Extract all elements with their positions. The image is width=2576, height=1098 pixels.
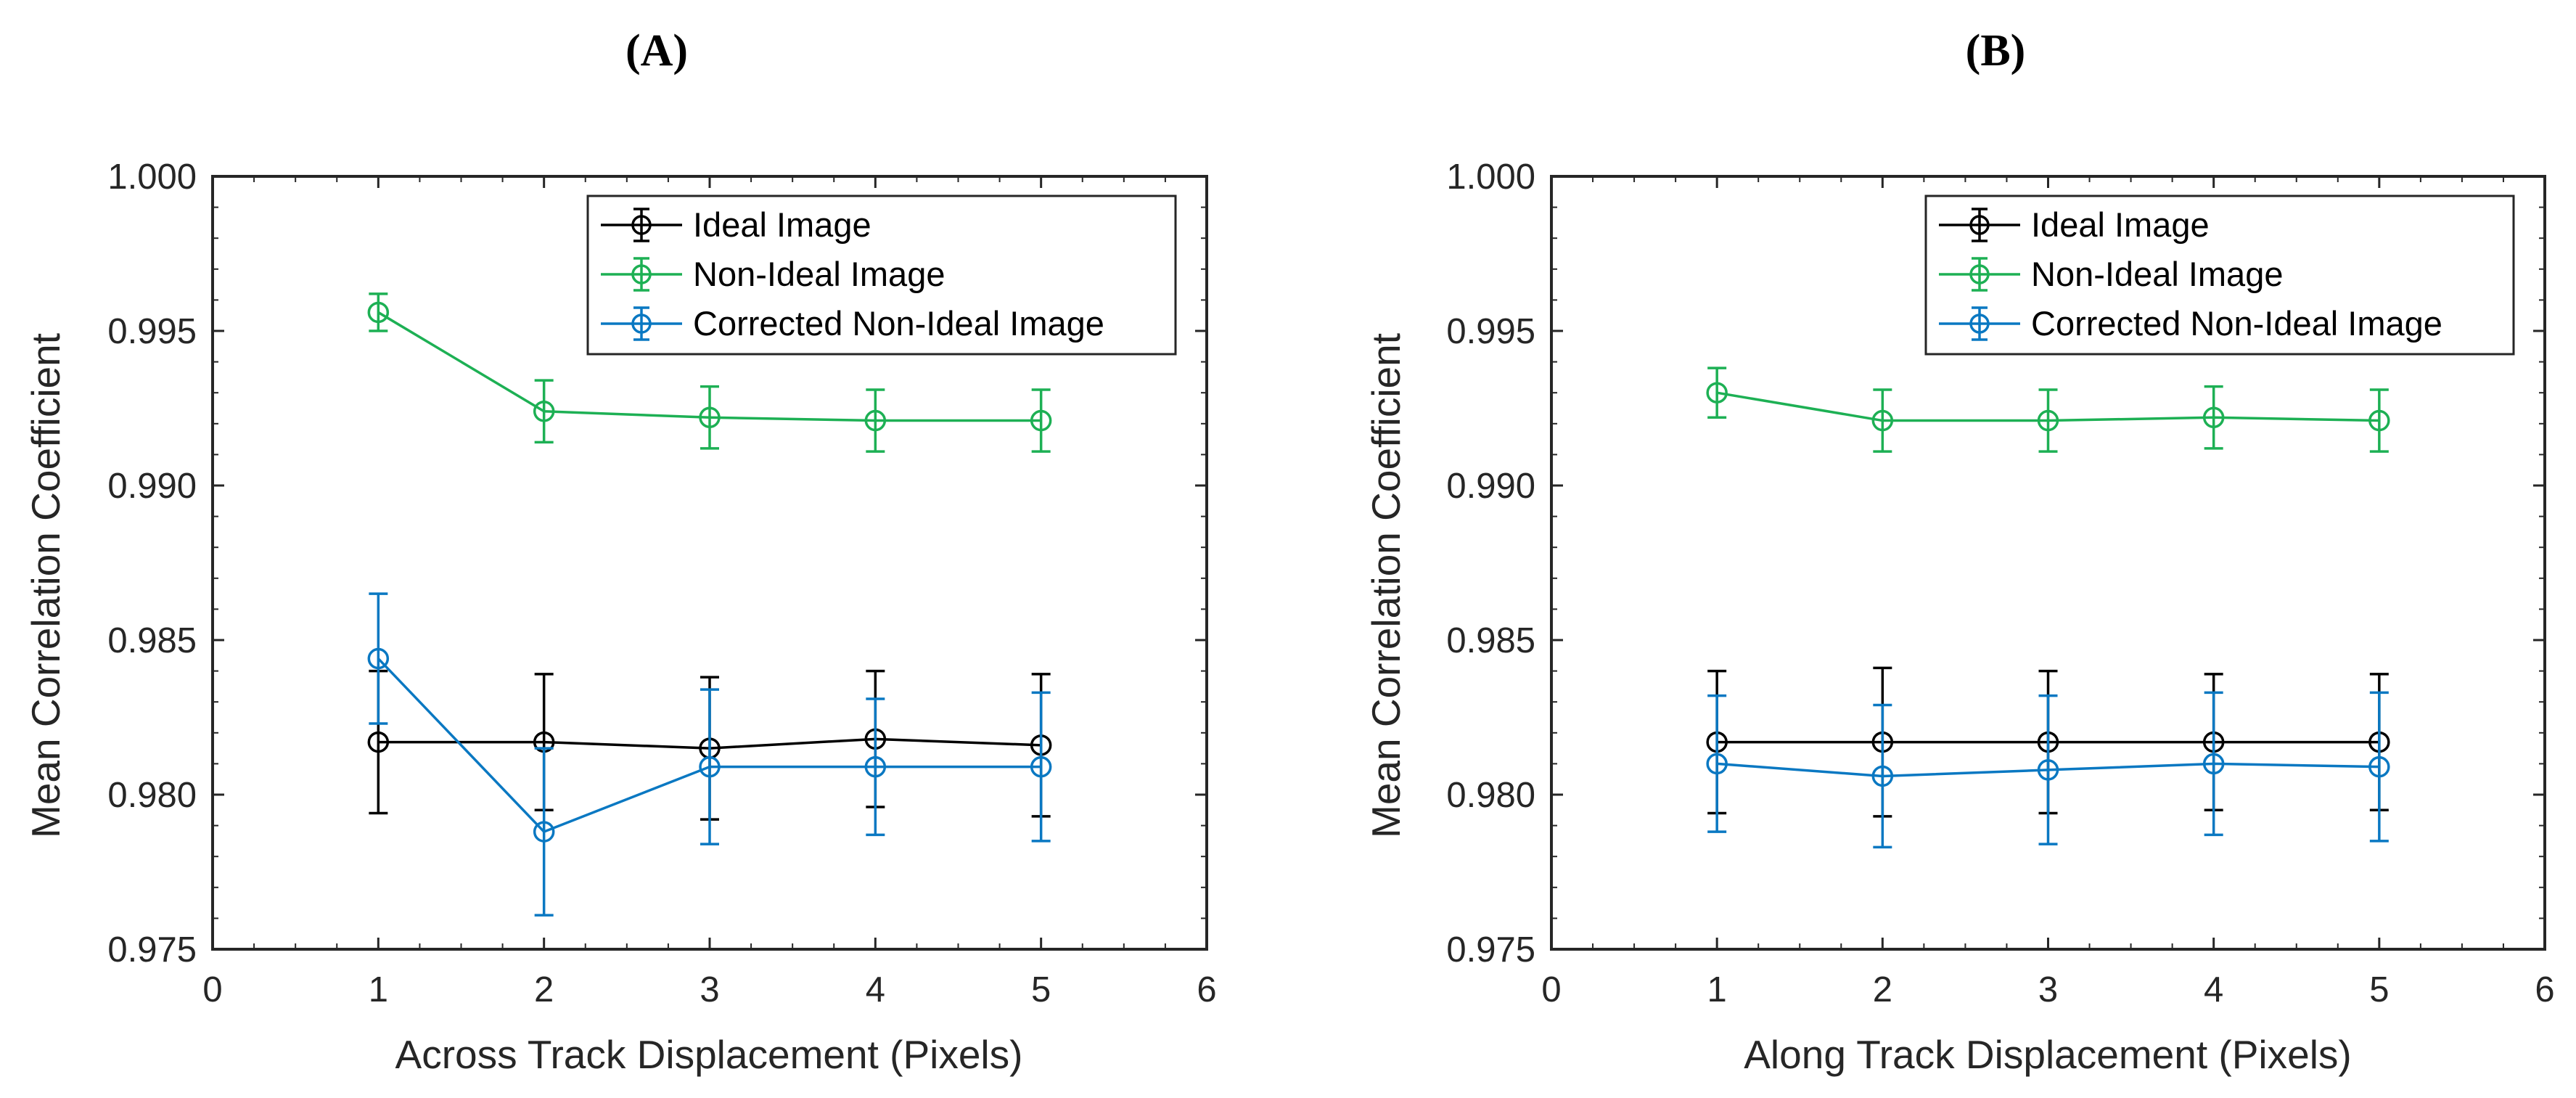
legend-marker <box>631 215 652 235</box>
x-tick-label-b: 4 <box>2204 970 2223 1009</box>
data-point <box>1030 409 1052 432</box>
y-tick-label-b: 1.000 <box>1446 157 1535 197</box>
x-tick-label-b: 2 <box>1873 970 1892 1009</box>
legend-b: Ideal Image Non-Ideal Image Corrected Non-… <box>1924 194 2515 356</box>
legend-item: Ideal Image <box>601 205 871 244</box>
legend-marker <box>1969 215 1990 235</box>
data-point <box>699 406 721 429</box>
x-tick-label-b: 0 <box>1541 970 1561 1009</box>
legend-marker <box>1969 264 1990 284</box>
y-tick-label-a: 0.975 <box>107 930 197 970</box>
x-tick-label-b: 1 <box>1707 970 1727 1009</box>
legend-label: Non-Ideal Image <box>2031 255 2283 293</box>
legend-marker <box>631 314 652 334</box>
y-tick-label-b: 0.980 <box>1446 776 1535 815</box>
y-tick-label-b: 0.975 <box>1446 930 1535 970</box>
data-point <box>2037 409 2059 432</box>
data-point <box>864 409 887 432</box>
legend-label: Corrected Non-Ideal Image <box>693 304 1104 343</box>
data-point <box>2202 753 2225 775</box>
legend-label: Ideal Image <box>693 205 871 244</box>
series-b-2 <box>1706 691 2390 849</box>
data-point <box>367 647 390 670</box>
x-tick-label-b: 5 <box>2369 970 2389 1009</box>
legend-box <box>586 194 1177 356</box>
legend-item: Ideal Image <box>1939 205 2210 244</box>
series-line <box>1716 391 2379 422</box>
y-tick-label-b: 0.990 <box>1446 467 1535 506</box>
legend-item: Corrected Non-Ideal Image <box>601 304 1104 343</box>
data-point <box>533 401 555 422</box>
legend-marker <box>1969 314 1990 334</box>
panel-title-a: (A) <box>625 26 688 75</box>
data-point <box>699 755 721 778</box>
data-point <box>367 731 390 753</box>
data-point <box>1030 755 1052 778</box>
x-tick-label-b: 6 <box>2535 970 2554 1009</box>
legend-item: Non-Ideal Image <box>601 255 945 293</box>
series-line <box>377 311 1041 422</box>
data-point <box>2368 409 2390 432</box>
x-axis-label-a: Across Track Displacement (Pixels) <box>395 1032 1023 1077</box>
x-tick-label-b: 3 <box>2038 970 2058 1009</box>
series-line <box>377 657 1041 834</box>
y-tick-label-a: 0.980 <box>107 776 197 815</box>
legend-item: Non-Ideal Image <box>1939 255 2283 293</box>
panel-b: (B) Along Track Displacement (Pixels) Me… <box>1363 26 2555 1077</box>
x-tick-label-a: 2 <box>534 970 554 1009</box>
x-tick-label-a: 4 <box>866 970 885 1009</box>
x-tick-label-a: 1 <box>369 970 388 1009</box>
y-tick-label-a: 0.985 <box>107 621 197 660</box>
data-point <box>1871 765 1894 787</box>
legend-label: Corrected Non-Ideal Image <box>2031 304 2442 343</box>
legend-label: Non-Ideal Image <box>693 255 945 293</box>
legend-box <box>1924 194 2515 356</box>
x-tick-label-a: 6 <box>1197 970 1216 1009</box>
series-a-2 <box>367 592 1052 917</box>
data-point <box>864 755 887 778</box>
data-point <box>1871 409 1894 432</box>
y-tick-label-a: 1.000 <box>107 157 197 197</box>
y-axis-label-a: Mean Correlation Coefficient <box>23 333 68 838</box>
x-tick-label-a: 5 <box>1031 970 1051 1009</box>
series-line <box>1717 762 2379 778</box>
y-tick-label-a: 0.995 <box>107 312 197 351</box>
x-tick-label-a: 3 <box>700 970 719 1009</box>
panel-title-b: (B) <box>1966 26 2026 75</box>
data-point <box>1706 382 1728 403</box>
x-axis-label-b: Along Track Displacement (Pixels) <box>1744 1032 2352 1077</box>
data-point <box>367 301 390 324</box>
data-point <box>1706 753 1728 775</box>
y-axis-label-b: Mean Correlation Coefficient <box>1363 333 1408 838</box>
x-tick-label-a: 0 <box>202 970 222 1009</box>
series-a-1 <box>367 292 1052 453</box>
y-tick-label-a: 0.990 <box>107 467 197 506</box>
y-tick-label-b: 0.985 <box>1446 621 1535 660</box>
data-point <box>2037 759 2059 781</box>
data-point <box>2368 755 2390 778</box>
legend-a: Ideal Image Non-Ideal Image Corrected Non-… <box>586 194 1177 356</box>
series-b-1 <box>1706 366 2390 453</box>
legend-item: Corrected Non-Ideal Image <box>1939 304 2442 343</box>
legend-label: Ideal Image <box>2031 205 2210 244</box>
data-point <box>533 821 555 843</box>
data-point <box>2202 406 2225 429</box>
panel-a: (A) Across Track Displacement (Pixels) M… <box>23 26 1217 1077</box>
legend-marker <box>631 264 652 284</box>
y-tick-label-b: 0.995 <box>1446 312 1535 351</box>
